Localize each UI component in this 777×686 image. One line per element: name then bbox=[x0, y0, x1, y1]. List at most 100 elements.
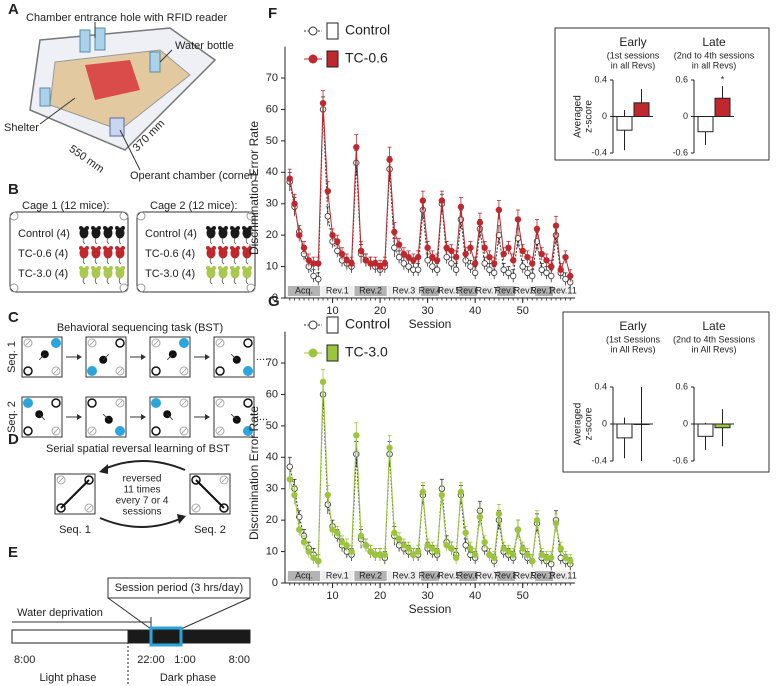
marker bbox=[338, 250, 346, 258]
mouse bbox=[91, 267, 101, 279]
block bbox=[478, 571, 497, 581]
marker bbox=[286, 175, 293, 182]
mouse-ear bbox=[97, 246, 101, 250]
label: sessions bbox=[123, 507, 162, 518]
mouse-ear bbox=[236, 266, 240, 270]
mouse-ear bbox=[103, 246, 107, 250]
group-label: TC-0.6 (4) bbox=[145, 248, 195, 260]
marker bbox=[552, 222, 560, 229]
mouse-ear bbox=[236, 246, 240, 250]
legend-label: TC-0.6 bbox=[345, 50, 388, 66]
marker bbox=[529, 272, 536, 280]
mouse-tail bbox=[102, 413, 110, 421]
mouse-ear bbox=[230, 266, 234, 270]
y-tick-label: 30 bbox=[266, 198, 278, 210]
y-tick-label: 70 bbox=[266, 72, 278, 84]
label: Dark phase bbox=[160, 672, 216, 684]
cage-box bbox=[136, 211, 256, 293]
marker bbox=[519, 247, 526, 255]
y-axis-label: Discrimination Error Rate bbox=[247, 406, 261, 540]
marker bbox=[505, 269, 512, 277]
mouse-ear bbox=[242, 266, 246, 270]
marker bbox=[405, 545, 412, 552]
mouse-tail bbox=[118, 277, 122, 285]
x-tick-label: 20 bbox=[374, 590, 386, 602]
mouse-ear bbox=[212, 226, 216, 230]
arrow-head bbox=[99, 464, 108, 474]
mouse bbox=[79, 227, 89, 239]
marker bbox=[381, 551, 389, 558]
y-tick-label: 10 bbox=[266, 545, 278, 557]
marker bbox=[367, 548, 374, 555]
marker bbox=[448, 545, 455, 552]
mouse-tail bbox=[166, 413, 174, 421]
block bbox=[354, 286, 387, 296]
mouse bbox=[115, 247, 125, 259]
y-tick-label: -0.6 bbox=[672, 455, 688, 465]
corner-hole bbox=[119, 283, 129, 293]
marker bbox=[543, 269, 550, 277]
dark-bar bbox=[127, 629, 251, 644]
inset-box bbox=[554, 27, 770, 161]
block bbox=[497, 286, 516, 296]
marker bbox=[414, 548, 422, 555]
x-tick-label: 40 bbox=[469, 590, 481, 602]
mouse-tail bbox=[166, 353, 174, 361]
closed-slash bbox=[220, 476, 228, 484]
marker bbox=[424, 542, 431, 549]
label: reversed bbox=[123, 474, 162, 485]
mouse-tail bbox=[94, 237, 98, 245]
mouse-ear bbox=[121, 226, 125, 230]
marker bbox=[433, 548, 441, 555]
marker bbox=[552, 520, 560, 527]
target-hole bbox=[151, 398, 161, 408]
marker bbox=[509, 272, 517, 280]
marker bbox=[334, 247, 341, 255]
marker bbox=[310, 272, 317, 280]
mouse-ear bbox=[230, 246, 234, 250]
mouse-ear bbox=[248, 246, 252, 250]
marker bbox=[533, 516, 541, 524]
label: Seq. 2 bbox=[194, 524, 226, 536]
marker bbox=[429, 263, 436, 270]
block bbox=[478, 286, 497, 296]
inset-title: Late bbox=[702, 319, 726, 333]
group-label: TC-3.0 (4) bbox=[145, 268, 195, 280]
marker bbox=[329, 526, 336, 533]
y-tick-label: 0.4 bbox=[594, 381, 607, 391]
legend-label: Control bbox=[345, 316, 390, 332]
corner-hole bbox=[246, 283, 256, 293]
label: Cage 2 (12 mice): bbox=[150, 200, 237, 212]
block-label: Rev.7 bbox=[476, 285, 499, 295]
marker bbox=[505, 548, 512, 555]
arrow bbox=[101, 460, 186, 471]
marker bbox=[300, 244, 308, 251]
group-label: TC-0.6 (4) bbox=[18, 248, 68, 260]
block-label: Rev.6 bbox=[457, 570, 480, 580]
marker bbox=[481, 538, 488, 546]
mouse-tail bbox=[221, 277, 225, 285]
y-tick-label: 30 bbox=[266, 483, 278, 495]
open-hole bbox=[243, 398, 253, 408]
marker bbox=[538, 266, 545, 273]
mouse-ear bbox=[242, 246, 246, 250]
y-tick-label: 0 bbox=[602, 111, 607, 121]
mouse bbox=[242, 227, 252, 239]
connector bbox=[180, 597, 251, 630]
series-line bbox=[289, 103, 571, 277]
mouse bbox=[79, 247, 89, 259]
closed-slash bbox=[57, 476, 65, 484]
y-axis-label: Discrimination Error Rate bbox=[247, 121, 261, 255]
mouse-ear bbox=[212, 246, 216, 250]
panel-letter: A bbox=[8, 1, 19, 18]
inset-title: Early bbox=[619, 319, 646, 333]
label: .... bbox=[256, 351, 268, 363]
label: 550 mm bbox=[67, 143, 106, 176]
mouse bbox=[91, 227, 101, 239]
block bbox=[516, 286, 535, 296]
mouse-tail bbox=[221, 257, 225, 265]
marker bbox=[395, 241, 403, 248]
mouse-ear bbox=[206, 246, 210, 250]
mouse-ear bbox=[97, 266, 101, 270]
marker bbox=[438, 197, 446, 204]
